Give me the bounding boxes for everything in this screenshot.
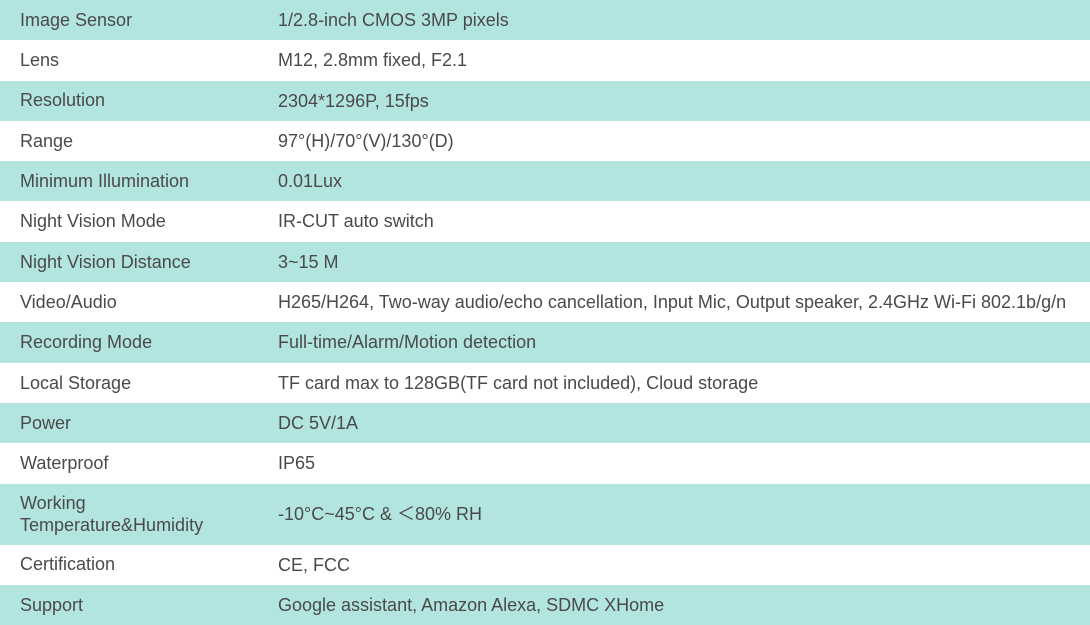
spec-label: Power bbox=[0, 403, 270, 443]
table-row: Recording Mode Full-time/Alarm/Motion de… bbox=[0, 322, 1090, 362]
spec-value: CE, FCC bbox=[270, 545, 1090, 585]
spec-value: TF card max to 128GB(TF card not include… bbox=[270, 363, 1090, 403]
spec-value: 2304*1296P, 15fps bbox=[270, 81, 1090, 121]
table-row: Power DC 5V/1A bbox=[0, 403, 1090, 443]
spec-label: Certification bbox=[0, 545, 270, 585]
spec-label: Recording Mode bbox=[0, 322, 270, 362]
spec-value: Google assistant, Amazon Alexa, SDMC XHo… bbox=[270, 585, 1090, 625]
table-row: Range 97°(H)/70°(V)/130°(D) bbox=[0, 121, 1090, 161]
table-row: Night Vision Mode IR-CUT auto switch bbox=[0, 201, 1090, 241]
spec-label: Support bbox=[0, 585, 270, 625]
spec-label: Range bbox=[0, 121, 270, 161]
spec-label: Local Storage bbox=[0, 363, 270, 403]
spec-value: IP65 bbox=[270, 443, 1090, 483]
table-row: Night Vision Distance 3~15 M bbox=[0, 242, 1090, 282]
spec-value: IR-CUT auto switch bbox=[270, 201, 1090, 241]
spec-value: 3~15 M bbox=[270, 242, 1090, 282]
spec-table: Image Sensor 1/2.8-inch CMOS 3MP pixels … bbox=[0, 0, 1090, 625]
spec-label: Waterproof bbox=[0, 443, 270, 483]
spec-label: Image Sensor bbox=[0, 0, 270, 40]
spec-label: Lens bbox=[0, 40, 270, 80]
table-row: Certification CE, FCC bbox=[0, 545, 1090, 585]
spec-value: 0.01Lux bbox=[270, 161, 1090, 201]
spec-value: -10°C~45°C & ＜80% RH bbox=[270, 484, 1090, 545]
spec-value: Full-time/Alarm/Motion detection bbox=[270, 322, 1090, 362]
spec-label: Night Vision Distance bbox=[0, 242, 270, 282]
table-row: Waterproof IP65 bbox=[0, 443, 1090, 483]
spec-label: Minimum Illumination bbox=[0, 161, 270, 201]
spec-value: 1/2.8-inch CMOS 3MP pixels bbox=[270, 0, 1090, 40]
spec-value: 97°(H)/70°(V)/130°(D) bbox=[270, 121, 1090, 161]
table-row: Image Sensor 1/2.8-inch CMOS 3MP pixels bbox=[0, 0, 1090, 40]
spec-label: Video/Audio bbox=[0, 282, 270, 322]
spec-label: Resolution bbox=[0, 81, 270, 121]
spec-label: Working Temperature&Humidity bbox=[0, 484, 270, 545]
table-row: Support Google assistant, Amazon Alexa, … bbox=[0, 585, 1090, 625]
table-row: Resolution 2304*1296P, 15fps bbox=[0, 81, 1090, 121]
table-row: Video/Audio H265/H264, Two-way audio/ech… bbox=[0, 282, 1090, 322]
spec-label: Night Vision Mode bbox=[0, 201, 270, 241]
table-row: Lens M12, 2.8mm fixed, F2.1 bbox=[0, 40, 1090, 80]
table-row: Minimum Illumination 0.01Lux bbox=[0, 161, 1090, 201]
table-row: Working Temperature&Humidity -10°C~45°C … bbox=[0, 484, 1090, 545]
table-row: Local Storage TF card max to 128GB(TF ca… bbox=[0, 363, 1090, 403]
spec-value: DC 5V/1A bbox=[270, 403, 1090, 443]
spec-value: M12, 2.8mm fixed, F2.1 bbox=[270, 40, 1090, 80]
spec-value: H265/H264, Two-way audio/echo cancellati… bbox=[270, 282, 1090, 322]
